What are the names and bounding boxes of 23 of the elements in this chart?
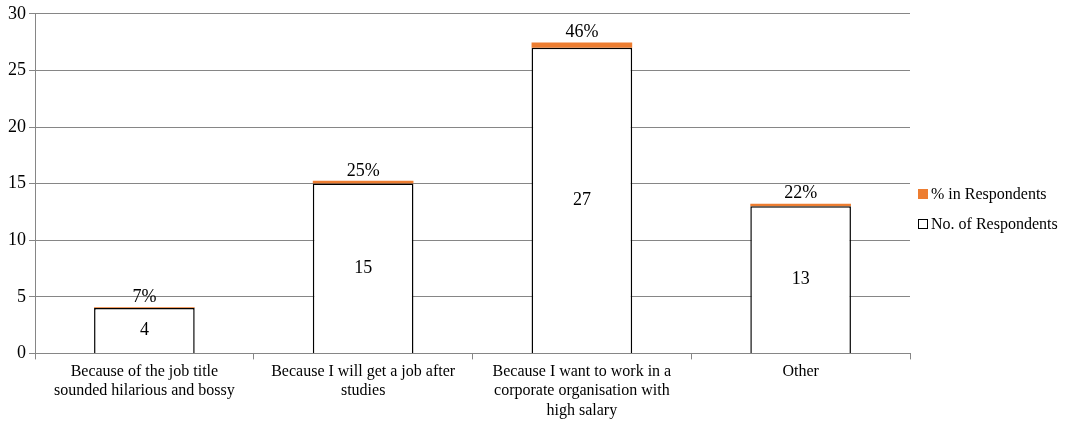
y-tick-label: 0 (17, 342, 26, 363)
y-tick-label: 15 (8, 172, 26, 193)
data-label: 7% (132, 286, 157, 307)
y-tick-label: 25 (8, 59, 26, 80)
y-tick-label: 5 (17, 285, 26, 306)
data-label: 22% (784, 182, 818, 203)
data-label: 46% (565, 21, 599, 42)
x-tick-label: Because of the job title sounded hilarious and bossy (53, 362, 235, 400)
data-label: 4 (139, 319, 149, 340)
bar (531, 42, 633, 48)
text: No. of Respondents (931, 215, 1058, 233)
x-tick-label: Because I will get a job after studies (271, 362, 456, 399)
y-tick-label: 10 (8, 228, 26, 249)
legend-label: % in Respondents (931, 185, 1047, 203)
y-tick-label: 30 (8, 2, 26, 23)
x-tick-label: Because I want to work in a corporate organisation with high salary (492, 362, 672, 419)
y-tick-label: 20 (8, 115, 26, 136)
data-label: 25% (346, 159, 380, 180)
data-label: 13 (791, 268, 810, 289)
bar (312, 180, 414, 184)
data-label: 15 (354, 256, 373, 277)
data-label: 27 (572, 189, 591, 210)
x-tick-label: Other (782, 362, 820, 380)
